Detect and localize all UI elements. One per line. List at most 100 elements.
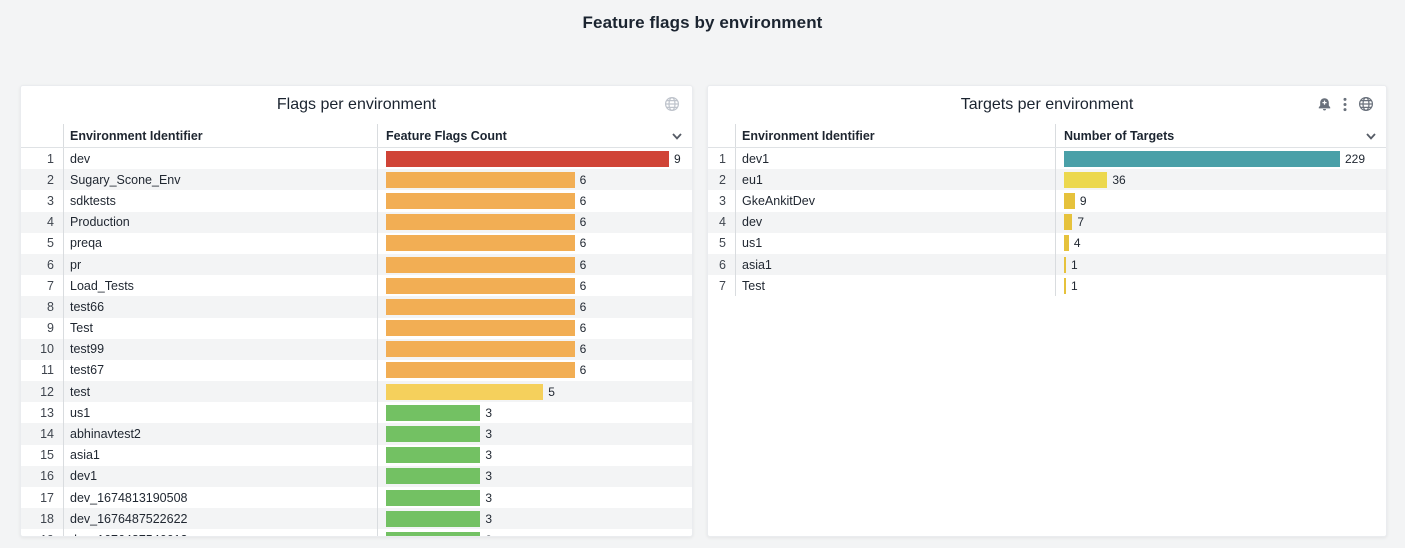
- column-header-label: Feature Flags Count: [386, 128, 507, 143]
- environment-name: Test: [64, 317, 378, 339]
- value-bar: [1064, 256, 1066, 273]
- globe-icon[interactable]: [1358, 96, 1374, 112]
- table-row: 5 preqa 6: [21, 232, 692, 254]
- bar-value-label: 3: [485, 427, 493, 442]
- table-header: Environment Identifier Feature Flags Cou…: [21, 124, 692, 148]
- bar-value-label: 6: [579, 215, 587, 230]
- row-index: 3: [708, 190, 736, 212]
- table-row: 3 sdktests 6: [21, 190, 692, 212]
- bar-value-label: 6: [579, 321, 587, 336]
- row-index: 11: [21, 359, 64, 382]
- chevron-down-icon[interactable]: [671, 130, 683, 142]
- bar-cell: 6: [378, 190, 692, 211]
- environment-name: dev1: [64, 465, 378, 487]
- bar-value-label: 9: [674, 151, 681, 166]
- bar-cell: 3: [378, 423, 692, 444]
- environment-name: asia1: [64, 444, 378, 466]
- bar-value-label: 6: [579, 236, 587, 251]
- table-row: 2 eu1 36: [708, 169, 1386, 191]
- table-row: 6 asia1 1: [708, 253, 1386, 276]
- table-row: 10 test99 6: [21, 338, 692, 360]
- value-bar: [386, 320, 575, 337]
- column-header-label: Number of Targets: [1064, 128, 1175, 143]
- row-index: 5: [708, 232, 736, 254]
- environment-name: dev: [736, 211, 1056, 233]
- bar-value-label: 6: [579, 363, 587, 378]
- page-title: Feature flags by environment: [582, 13, 823, 32]
- index-column-header: [708, 124, 736, 147]
- bar-value-label: 1: [1071, 278, 1078, 293]
- column-header-environment-identifier[interactable]: Environment Identifier: [64, 124, 378, 147]
- bar-value-label: 7: [1077, 215, 1085, 230]
- value-bar: [386, 426, 481, 443]
- value-bar: [1064, 214, 1073, 231]
- chevron-down-icon[interactable]: [1365, 130, 1377, 142]
- panel-title[interactable]: Flags per environment: [276, 96, 437, 113]
- row-index: 16: [21, 465, 64, 487]
- value-bar: [1064, 277, 1066, 294]
- bar-value-label: 3: [485, 511, 493, 526]
- row-index: 7: [21, 275, 64, 297]
- panel-controls: [1317, 96, 1374, 112]
- table-row: 7 Load_Tests 6: [21, 275, 692, 297]
- bar-cell: 6: [378, 296, 692, 317]
- environment-name: test99: [64, 338, 378, 360]
- value-bar: [386, 150, 669, 167]
- bar-value-label: 3: [485, 448, 493, 463]
- value-bar: [1064, 150, 1340, 167]
- panel-title[interactable]: Targets per environment: [960, 96, 1134, 113]
- environment-name: pr: [64, 253, 378, 276]
- bar-value-label: 9: [1079, 193, 1087, 208]
- bar-value-label: 3: [485, 405, 493, 420]
- bar-value-label: 6: [579, 278, 587, 293]
- row-index: 9: [21, 317, 64, 339]
- bar-value-label: 229: [1345, 151, 1366, 166]
- column-header-number-of-targets[interactable]: Number of Targets: [1056, 124, 1386, 147]
- value-bar: [1064, 192, 1075, 209]
- table-row: 13 us1 3: [21, 402, 692, 424]
- column-header-feature-flags-count[interactable]: Feature Flags Count: [378, 124, 692, 147]
- environment-name: Load_Tests: [64, 275, 378, 297]
- table-row: 15 asia1 3: [21, 444, 692, 466]
- bar-value-label: 4: [1073, 236, 1081, 251]
- environment-name: us1: [736, 232, 1056, 254]
- row-index: 7: [708, 275, 736, 297]
- bar-value-label: 3: [485, 490, 493, 505]
- row-index: 10: [21, 338, 64, 360]
- table-row: 1 dev 9: [21, 148, 692, 170]
- environment-name: test67: [64, 359, 378, 382]
- column-header-environment-identifier[interactable]: Environment Identifier: [736, 124, 1056, 147]
- environment-name: sdktests: [64, 190, 378, 212]
- table-row: 5 us1 4: [708, 232, 1386, 254]
- bar-cell: 4: [1056, 233, 1386, 254]
- value-bar: [386, 235, 575, 252]
- table-row: 14 abhinavtest2 3: [21, 423, 692, 445]
- table-body: 1 dev 9 2 Sugary_Scone_Env 6 3 sdktests 6 4 Produc…: [21, 148, 692, 536]
- value-bar: [1064, 235, 1069, 252]
- bar-cell: 3: [378, 508, 692, 529]
- value-bar: [386, 171, 575, 188]
- environment-name: test: [64, 381, 378, 403]
- row-index: 5: [21, 232, 64, 254]
- globe-icon[interactable]: [664, 96, 680, 112]
- table-row: 6 pr 6: [21, 253, 692, 276]
- panel-controls: [664, 96, 680, 112]
- value-bar: [386, 256, 575, 273]
- bar-cell: 5: [378, 381, 692, 402]
- environment-name: us1: [64, 402, 378, 424]
- table-row: 4 dev 7: [708, 211, 1386, 233]
- value-bar: [386, 404, 481, 421]
- bar-cell: 3: [378, 529, 692, 536]
- bar-cell: 7: [1056, 212, 1386, 233]
- kebab-menu-icon[interactable]: [1343, 97, 1347, 112]
- environment-name: dev_1676487546612: [64, 529, 378, 536]
- environment-name: preqa: [64, 232, 378, 254]
- bar-value-label: 6: [579, 172, 587, 187]
- value-bar: [386, 468, 481, 485]
- table-row: 2 Sugary_Scone_Env 6: [21, 169, 692, 191]
- row-index: 15: [21, 444, 64, 466]
- row-index: 2: [21, 169, 64, 191]
- bar-value-label: 5: [548, 384, 555, 399]
- value-bar: [386, 192, 575, 209]
- alert-bell-plus-icon[interactable]: [1317, 97, 1332, 112]
